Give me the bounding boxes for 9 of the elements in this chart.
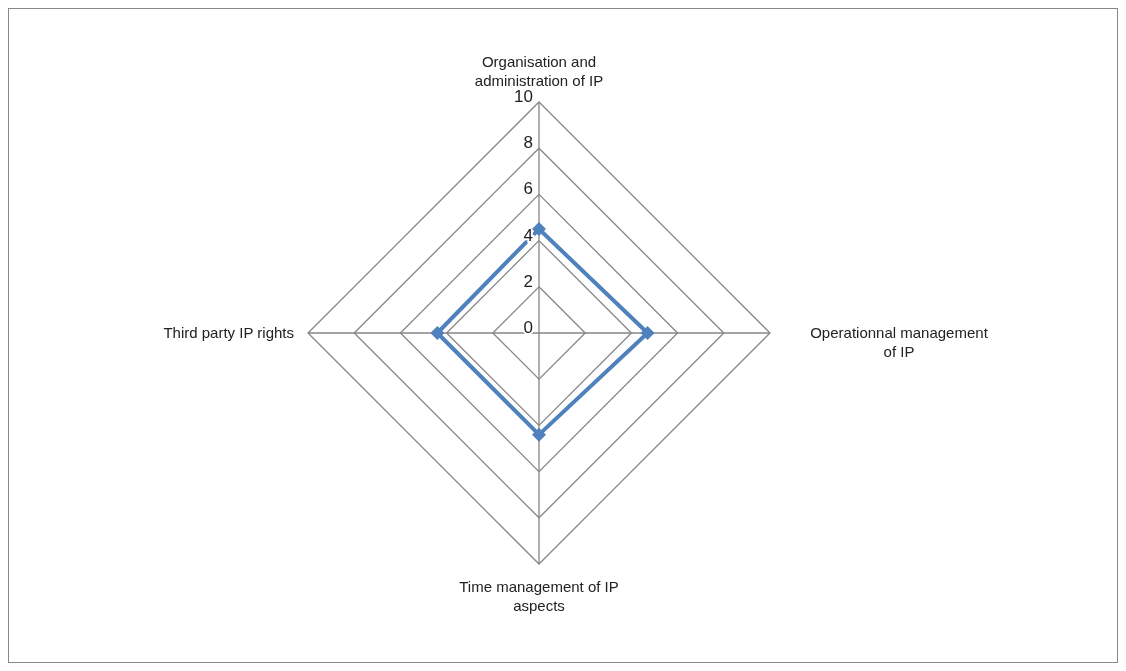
spoke-label: Operationnal management of IP: [810, 324, 989, 360]
spoke-label: Organisation and administration of IP: [474, 53, 604, 89]
spoke-label: Time management of IP aspects: [459, 578, 619, 614]
y-tick-label: 0: [523, 318, 533, 337]
spoke-label: Third party IP rights: [163, 324, 294, 341]
y-tick-label: 8: [523, 133, 533, 153]
y-tick-label: 2: [523, 271, 533, 291]
y-tick-label: 10: [514, 87, 533, 106]
y-tick-label: 6: [523, 179, 533, 199]
